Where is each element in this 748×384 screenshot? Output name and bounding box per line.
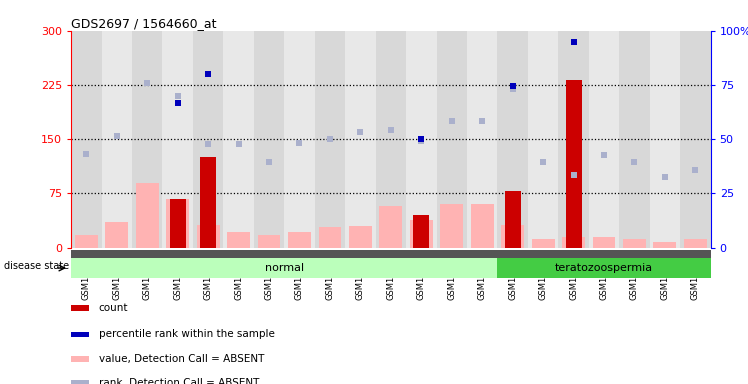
Bar [623,239,646,248]
Bar [254,31,284,248]
Bar [470,204,494,248]
Bar [379,206,402,248]
Bar [170,199,186,248]
Bar [162,31,193,248]
Text: rank, Detection Call = ABSENT: rank, Detection Call = ABSENT [99,378,259,384]
Bar [592,237,616,248]
Bar [345,31,375,248]
Bar [227,232,250,248]
Point [233,141,245,147]
Point [263,159,275,166]
Point [537,159,549,166]
Point [80,151,92,157]
Bar [441,204,463,248]
Bar [284,31,315,248]
Point [324,136,336,142]
Point [141,80,153,86]
Bar [166,199,189,248]
Point [628,159,640,166]
Bar [197,225,219,248]
Text: percentile rank within the sample: percentile rank within the sample [99,329,275,339]
Bar [200,157,216,248]
Point [293,140,305,146]
Point [506,83,518,89]
Point [171,93,183,99]
Bar [654,242,676,248]
Bar [224,31,254,248]
Point [384,127,396,133]
Bar [505,191,521,248]
Bar [102,31,132,248]
Bar [71,250,711,258]
Text: teratozoospermia: teratozoospermia [555,263,653,273]
Bar [497,31,528,248]
Bar [71,356,89,362]
Bar [132,31,162,248]
Point [415,136,427,142]
Point [111,132,123,139]
Bar [589,31,619,248]
Bar [71,305,89,311]
Bar [558,31,589,248]
Bar [562,237,585,248]
Bar [315,31,345,248]
Bar [619,31,650,248]
Bar [71,332,89,337]
Bar [319,227,341,248]
Bar [437,31,467,248]
Bar [467,31,497,248]
Text: disease state: disease state [4,261,69,271]
Text: count: count [99,303,128,313]
Point [690,167,702,173]
Bar [497,258,711,278]
Point [446,118,458,124]
Bar [410,220,432,248]
Point [568,172,580,179]
Bar [565,80,581,248]
Bar [375,31,406,248]
Point [355,129,367,135]
Bar [75,235,98,248]
Bar [136,183,159,248]
Point [202,71,214,77]
Point [415,137,427,144]
Point [171,100,183,106]
Bar [71,258,497,278]
Point [476,118,488,124]
Text: value, Detection Call = ABSENT: value, Detection Call = ABSENT [99,354,264,364]
Text: normal: normal [265,263,304,273]
Bar [71,31,102,248]
Point [202,141,214,147]
Bar [193,31,224,248]
Bar [680,31,711,248]
Bar [257,235,280,248]
Bar [349,226,372,248]
Bar [414,215,429,248]
Bar [528,31,558,248]
Bar [288,232,311,248]
Bar [684,239,707,248]
Point [659,174,671,180]
Bar [105,222,128,248]
Bar [532,239,554,248]
Point [568,38,580,45]
Bar [406,31,437,248]
Point [506,86,518,92]
Text: GDS2697 / 1564660_at: GDS2697 / 1564660_at [71,17,217,30]
Bar [71,381,89,384]
Bar [501,225,524,248]
Point [598,152,610,158]
Bar [650,31,680,248]
